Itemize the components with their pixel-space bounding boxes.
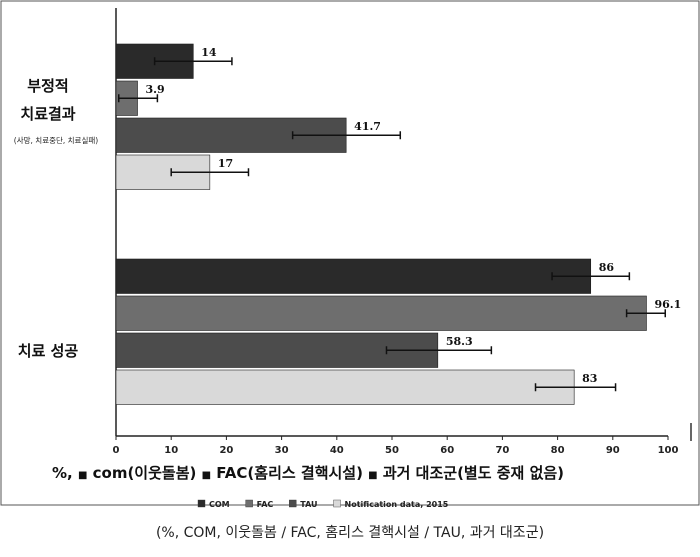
x-tick-label: 100 [658,445,679,456]
category-sublabel: (사망, 치료중단, 치료실패) [14,135,98,145]
bars: 14 3.9 41.7 17 86 96.1 58.3 83 [115,43,681,405]
x-tick-label: 40 [330,445,344,456]
data-label: 83 [582,372,597,385]
legend-swatch-tau [289,499,297,508]
x-tick-label: 20 [219,445,233,456]
bar-fac [115,295,647,331]
figure-caption: (%, COM, 이웃돌봄 / FAC, 홈리스 결핵시설 / TAU, 과거 … [155,525,545,541]
legend-marker: ■ [78,470,87,481]
x-tick-label: 60 [440,445,454,456]
legend-label-notification: Notification data, 2015 [345,500,449,509]
data-label: 96.1 [654,298,681,311]
x-tick-label: 0 [113,445,120,456]
data-label: 86 [599,261,615,274]
chart-frame [0,0,700,506]
legend-label-tau: TAU [300,500,317,509]
legend-item-text: 과거 대조군(별도 중재 없음) [378,464,564,482]
category-label: 치료결과 [20,105,75,123]
x-tick-label: 30 [275,445,289,456]
legend-prefix: %, [52,464,78,482]
category-label: 치료 성공 [18,342,79,360]
legend-label-fac: FAC [257,500,274,509]
data-label: 17 [218,157,233,170]
legend: %, ■ com(이웃돌봄) ■ FAC(홈리스 결핵시설) ■ 과거 대조군(… [52,464,564,509]
x-tick-label: 70 [495,445,509,456]
x-tick-label: 90 [606,445,620,456]
x-axis: 0 10 20 30 40 50 60 70 80 90 100 [113,8,679,456]
legend-marker: ■ [202,470,211,481]
bar-com [115,258,592,294]
legend-item-text: com(이웃돌봄) [87,464,201,482]
bar-notification [115,369,575,405]
data-label: 3.9 [146,83,165,96]
legend-swatch-fac [245,499,253,508]
data-label: 58.3 [446,335,473,348]
legend-swatch-notification [333,499,341,508]
bar-tau [115,332,439,368]
legend-swatch-com [197,499,206,508]
category-label: 부정적 [27,77,68,95]
legend-marker: ■ [368,470,377,481]
legend-item-text: FAC(홈리스 결핵시설) [211,464,368,482]
x-tick-label: 50 [385,445,399,456]
data-label: 14 [201,46,217,59]
korean-legend: %, ■ com(이웃돌봄) ■ FAC(홈리스 결핵시설) ■ 과거 대조군(… [52,464,564,482]
data-label: 41.7 [354,120,381,133]
x-tick-label: 10 [164,445,178,456]
legend-label-com: COM [209,500,230,509]
x-tick-label: 80 [551,445,565,456]
